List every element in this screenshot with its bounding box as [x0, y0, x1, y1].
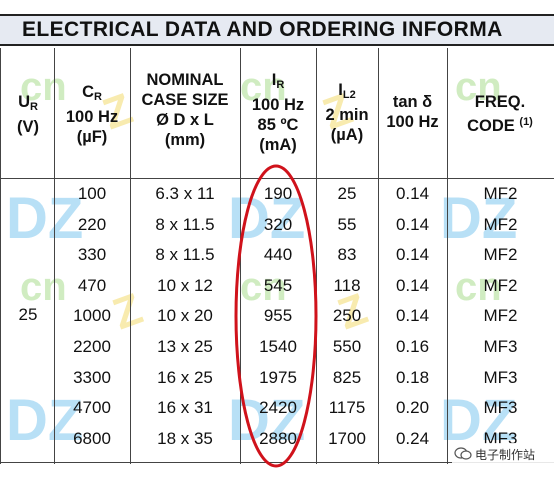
- header-ir: IR 100 Hz 85 ºC (mA): [251, 71, 305, 154]
- cell-case-size: 16 x 31: [157, 398, 213, 418]
- cell-freq-code: MF3: [483, 367, 518, 387]
- header-il2: IL2 2 min (µA): [325, 81, 369, 144]
- cell-ripple-current: 440: [263, 245, 293, 265]
- cell-capacitance: 2200: [73, 337, 111, 356]
- cell-ripple-current: 955: [263, 306, 293, 326]
- grid-line: [54, 48, 55, 464]
- cell-leakage-current: 1700: [328, 428, 366, 448]
- cell-tan-delta: 0.14: [395, 275, 430, 295]
- cell-tan-delta: 0.24: [395, 428, 430, 448]
- cell-case-size: 13 x 25: [157, 337, 213, 356]
- grid-line: [0, 48, 1, 464]
- grid-line: [378, 48, 379, 464]
- cell-capacitance: 330: [77, 245, 107, 265]
- cell-tan-delta: 0.18: [395, 367, 430, 387]
- cell-ripple-current: 545: [263, 275, 293, 295]
- logo-text: 电子制作站: [475, 447, 536, 462]
- cell-leakage-current: 250: [332, 306, 362, 326]
- cell-case-size: 10 x 12: [157, 275, 213, 295]
- cell-leakage-current: 1175: [328, 398, 366, 418]
- header-cr: CR 100 Hz (µF): [65, 83, 119, 146]
- header-tan-delta: tan δ 100 Hz: [386, 93, 439, 131]
- header-case-size: NOMINAL CASE SIZE Ø D x L (mm): [141, 71, 229, 149]
- header-freq-code: FREQ. CODE (1): [467, 93, 533, 135]
- grid-line: [130, 48, 131, 464]
- cell-ripple-current: 320: [263, 214, 293, 234]
- grid-line: [447, 48, 448, 464]
- header-divider: [0, 178, 554, 179]
- cell-capacitance: 3300: [73, 367, 111, 387]
- cell-leakage-current: 55: [337, 214, 357, 234]
- cell-tan-delta: 0.14: [395, 306, 430, 326]
- cell-capacitance: 1000: [73, 306, 111, 326]
- cell-tan-delta: 0.20: [395, 398, 430, 418]
- cell-leakage-current: 825: [332, 367, 362, 387]
- cell-leakage-current: 118: [333, 275, 361, 295]
- cell-case-size: 10 x 20: [157, 306, 213, 326]
- cell-freq-code: MF2: [483, 184, 518, 203]
- cell-freq-code: MF2: [483, 245, 518, 265]
- cell-freq-code: MF3: [483, 337, 518, 356]
- cell-leakage-current: 550: [332, 337, 362, 356]
- cell-freq-code: MF2: [483, 275, 518, 295]
- cell-tan-delta: 0.14: [395, 184, 430, 203]
- cell-tan-delta: 0.14: [395, 214, 430, 234]
- cell-freq-code: MF2: [483, 306, 518, 326]
- cell-capacitance: 470: [77, 275, 107, 295]
- cell-capacitance: 100: [77, 184, 107, 203]
- source-logo: 电子制作站: [452, 443, 554, 465]
- cell-ripple-current: 1975: [259, 367, 297, 387]
- page-title: ELECTRICAL DATA AND ORDERING INFORMA: [22, 18, 503, 41]
- cell-freq-code: MF2: [483, 214, 518, 234]
- cell-ripple-current: 1540: [259, 337, 297, 356]
- header-ur: UR (V): [17, 93, 39, 136]
- cell-tan-delta: 0.14: [395, 245, 430, 265]
- cell-leakage-current: 83: [337, 245, 357, 265]
- cell-ripple-current: 190: [263, 184, 293, 203]
- cell-case-size: 18 x 35: [157, 428, 213, 448]
- title-bar: ELECTRICAL DATA AND ORDERING INFORMA: [0, 14, 554, 46]
- cell-leakage-current: 25: [337, 184, 357, 203]
- cell-capacitance: 4700: [73, 398, 111, 418]
- cell-freq-code: MF3: [483, 398, 518, 418]
- cell-ripple-current: 2880: [259, 428, 297, 448]
- cell-tan-delta: 0.16: [395, 337, 430, 356]
- chat-bubble-icon: [454, 447, 472, 460]
- cell-case-size: 8 x 11.5: [155, 245, 215, 265]
- cell-ripple-current: 2420: [259, 398, 297, 418]
- voltage-value: 25: [18, 305, 38, 324]
- cell-case-size: 16 x 25: [157, 367, 213, 387]
- cell-capacitance: 220: [77, 214, 107, 234]
- cell-case-size: 6.3 x 11: [155, 184, 215, 203]
- cell-capacitance: 6800: [73, 428, 111, 448]
- cell-case-size: 8 x 11.5: [155, 214, 215, 234]
